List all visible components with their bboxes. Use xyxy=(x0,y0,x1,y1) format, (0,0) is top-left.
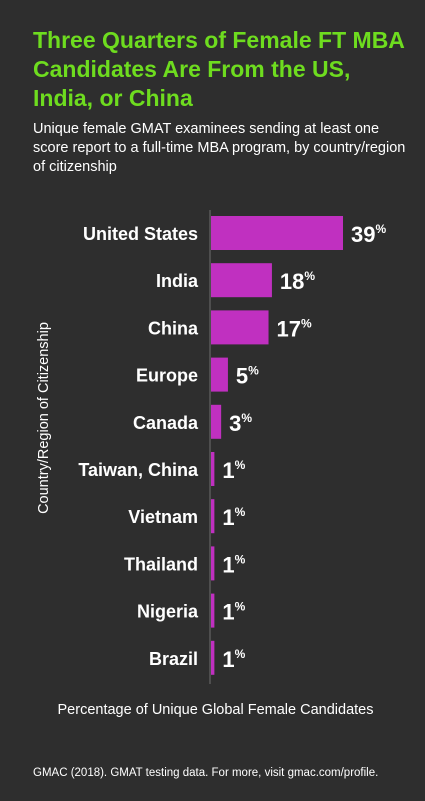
bar xyxy=(211,263,272,298)
category-tick-label: Europe xyxy=(136,366,198,386)
source-note: GMAC (2018). GMAT testing data. For more… xyxy=(33,767,379,779)
bar xyxy=(211,452,215,486)
category-tick-label: Taiwan, China xyxy=(78,460,199,480)
category-tick-label: Brazil xyxy=(149,649,198,669)
x-axis-label: Percentage of Unique Global Female Candi… xyxy=(57,702,374,718)
chart-title: Three Quarters of Female FT MBA Candidat… xyxy=(33,27,405,111)
data-value-label: 1% xyxy=(222,552,245,577)
data-value-label: 5% xyxy=(236,364,259,389)
bar xyxy=(211,593,215,628)
bar xyxy=(211,216,343,250)
bar xyxy=(211,310,269,345)
data-value-label: 18% xyxy=(280,269,315,294)
data-value-label: 39% xyxy=(351,222,386,247)
bar xyxy=(211,546,215,581)
bar xyxy=(211,640,215,675)
data-value-label: 1% xyxy=(222,647,245,672)
category-tick-label: United States xyxy=(83,224,198,244)
category-tick-label: Thailand xyxy=(124,554,198,574)
data-value-label: 1% xyxy=(222,600,245,625)
category-tick-label: Nigeria xyxy=(137,602,199,622)
bar xyxy=(211,499,215,534)
data-value-label: 3% xyxy=(229,411,252,436)
category-tick-label: India xyxy=(156,271,199,291)
category-tick-label: Canada xyxy=(133,413,199,433)
category-tick-label: China xyxy=(148,318,199,338)
data-value-label: 17% xyxy=(277,316,312,341)
data-value-label: 1% xyxy=(222,505,245,530)
data-value-label: 1% xyxy=(222,458,245,483)
chart-subtitle: Unique female GMAT examinees sending at … xyxy=(33,121,406,175)
category-tick-label: Vietnam xyxy=(128,507,198,527)
bar xyxy=(211,404,222,439)
bar xyxy=(211,357,228,392)
